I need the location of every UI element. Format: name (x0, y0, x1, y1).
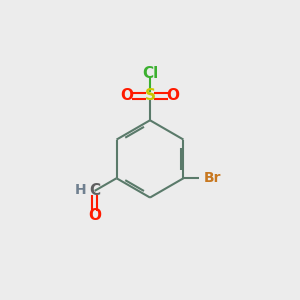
Text: O: O (88, 208, 101, 223)
Text: Cl: Cl (142, 66, 158, 81)
Text: H: H (75, 183, 86, 197)
Text: O: O (121, 88, 134, 104)
Text: S: S (145, 88, 155, 104)
Text: C: C (89, 183, 100, 198)
Text: O: O (167, 88, 179, 104)
Text: Br: Br (204, 171, 221, 185)
